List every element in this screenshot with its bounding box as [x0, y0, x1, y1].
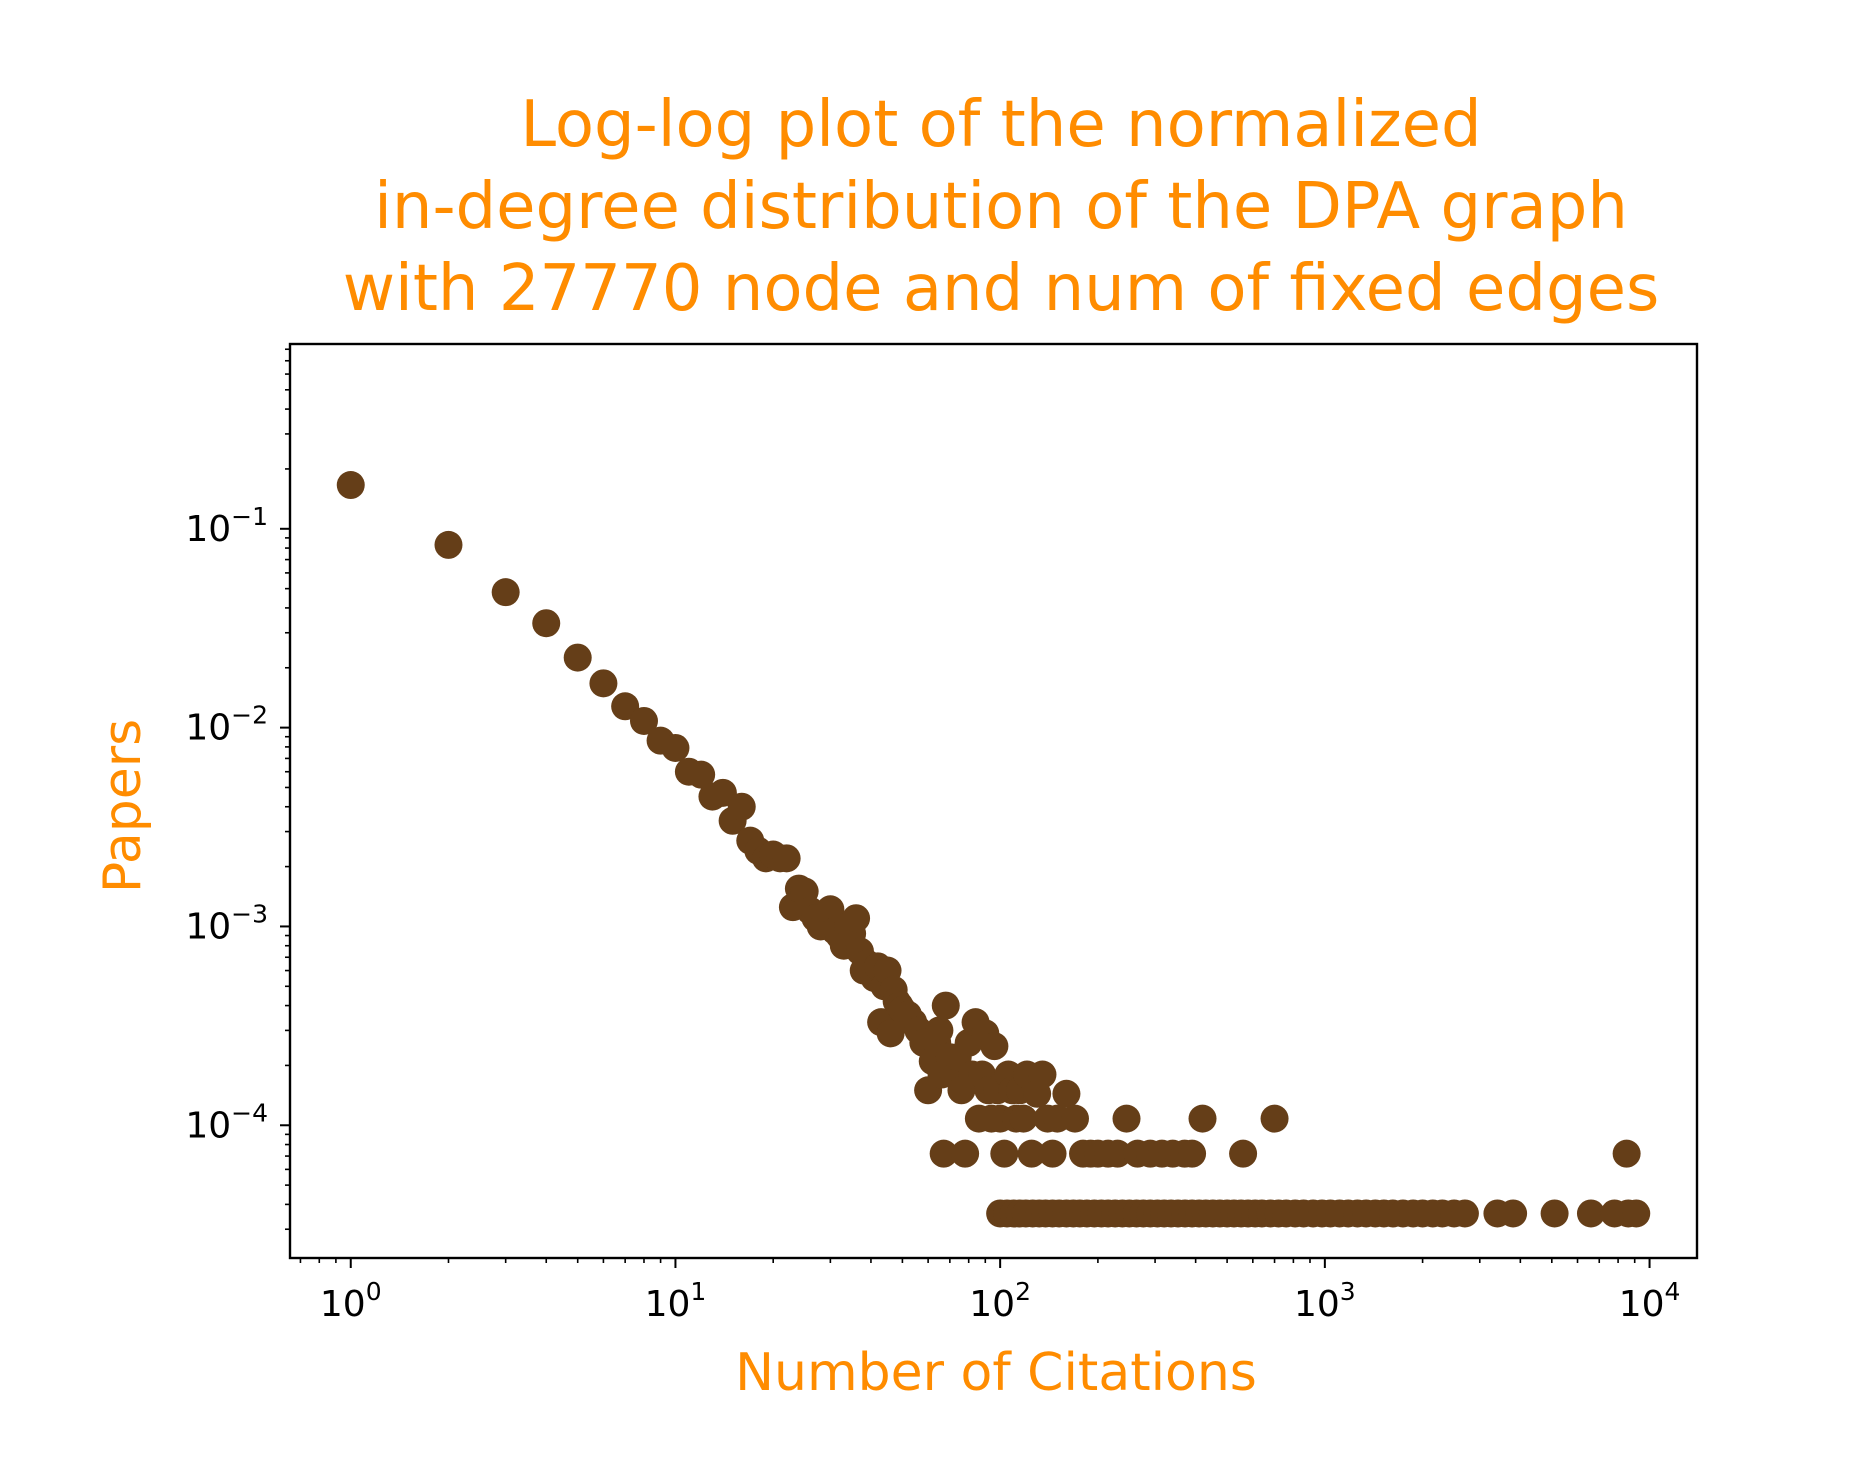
- minor-ticks: [285, 348, 1636, 1263]
- y-axis-label: Papers: [93, 719, 153, 893]
- x-tick-labels: 100 101 102 103 104: [320, 1277, 1681, 1325]
- y-tick-label: 10−2: [185, 701, 268, 749]
- data-point: [687, 760, 716, 789]
- y-tick-labels: 10−1 10−2 10−3 10−4: [185, 502, 268, 1146]
- data-point: [1017, 1139, 1046, 1168]
- data-point: [1260, 1104, 1289, 1133]
- data-point: [1052, 1079, 1081, 1108]
- data-point: [1450, 1199, 1479, 1228]
- data-point: [1103, 1139, 1132, 1168]
- y-tick-label: 10−1: [185, 502, 268, 550]
- data-point: [1188, 1104, 1217, 1133]
- chart-title: Log-log plot of the normalized in-degree…: [343, 88, 1660, 326]
- data-point: [727, 792, 756, 821]
- title-line-1: Log-log plot of the normalized: [520, 88, 1481, 162]
- title-line-2: in-degree distribution of the DPA graph: [374, 170, 1628, 244]
- y-tick-label: 10−3: [185, 899, 268, 947]
- data-point: [491, 578, 520, 607]
- title-line-3: with 27770 node and num of fixed edges: [343, 252, 1660, 326]
- data-point: [772, 844, 801, 873]
- data-point: [951, 1139, 980, 1168]
- data-point: [1229, 1139, 1258, 1168]
- x-tick-label: 104: [1619, 1277, 1681, 1325]
- data-point: [876, 1019, 905, 1048]
- data-point: [611, 692, 640, 721]
- x-tick-label: 100: [320, 1277, 382, 1325]
- data-point: [589, 669, 618, 698]
- data-point: [1028, 1060, 1057, 1089]
- data-point: [661, 733, 690, 762]
- data-point: [1576, 1199, 1605, 1228]
- data-point: [925, 1016, 954, 1045]
- data-point: [1622, 1199, 1651, 1228]
- y-tick-label: 10−4: [185, 1098, 268, 1146]
- data-point: [532, 609, 561, 638]
- data-point: [929, 1139, 958, 1168]
- data-points: [336, 471, 1651, 1228]
- data-point: [563, 643, 592, 672]
- major-ticks: [280, 527, 1651, 1268]
- data-point: [629, 706, 658, 735]
- data-point: [816, 895, 845, 924]
- data-point: [434, 530, 463, 559]
- data-point: [1060, 1104, 1089, 1133]
- data-point: [980, 1032, 1009, 1061]
- data-point: [1540, 1199, 1569, 1228]
- x-tick-label: 101: [645, 1277, 707, 1325]
- data-point: [1112, 1104, 1141, 1133]
- data-point: [1612, 1139, 1641, 1168]
- data-point: [990, 1139, 1019, 1168]
- x-axis-label: Number of Citations: [735, 1343, 1257, 1403]
- data-point: [1038, 1139, 1067, 1168]
- x-tick-label: 102: [969, 1277, 1031, 1325]
- x-tick-label: 103: [1294, 1277, 1356, 1325]
- data-point: [336, 471, 365, 500]
- data-point: [931, 991, 960, 1020]
- data-point: [842, 904, 871, 933]
- data-point: [1499, 1199, 1528, 1228]
- data-point: [1178, 1139, 1207, 1168]
- data-point: [1009, 1104, 1038, 1133]
- plot-frame: [288, 342, 1699, 1260]
